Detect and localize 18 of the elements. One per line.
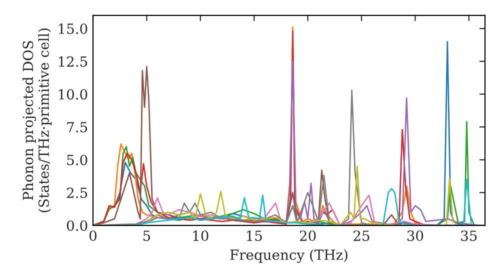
y-tick-label: 12.5 <box>58 56 88 67</box>
x-tick-label: 35 <box>461 230 477 242</box>
x-tick-label: 15 <box>246 230 262 242</box>
y-tick-label: 15.0 <box>58 23 88 34</box>
x-axis-title: Frequency (THz) <box>230 249 348 263</box>
x-tick-label: 5 <box>143 230 150 242</box>
x-tick-label: 30 <box>407 230 424 242</box>
x-tick-label: 25 <box>354 230 370 242</box>
y-tick-label: 2.5 <box>66 188 88 198</box>
x-tick-label: 0 <box>89 230 96 242</box>
y-tick-label: 10.0 <box>58 89 88 100</box>
x-tick-label: 20 <box>300 230 316 242</box>
y-tick-label: 7.5 <box>67 122 88 132</box>
y-axis-title: Phonon projected DOS (States/THz·primitive cell) <box>22 28 52 212</box>
y-tick-label: 0.0 <box>66 220 88 231</box>
line-series <box>93 178 472 226</box>
x-tick-label: 10 <box>193 230 208 242</box>
y-tick-label: 5.0 <box>67 154 88 166</box>
